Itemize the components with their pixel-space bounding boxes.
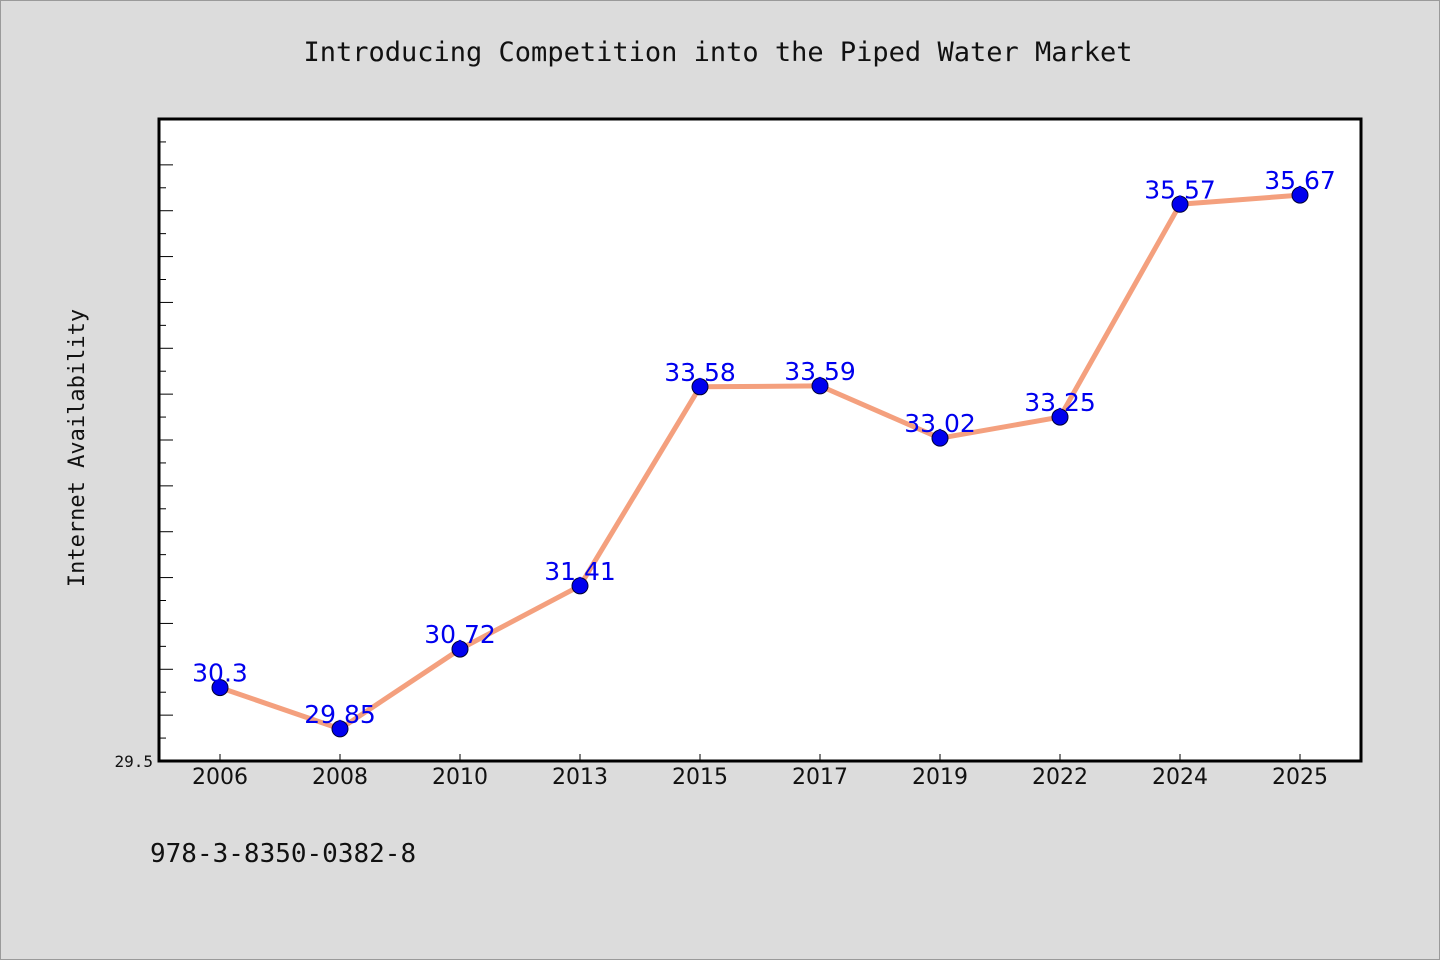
- isbn-text: 978-3-8350-0382-8: [150, 839, 416, 869]
- x-tick-label: 2019: [912, 765, 968, 790]
- data-label: 33.02: [904, 409, 976, 438]
- data-label: 35.67: [1264, 166, 1336, 195]
- series-line: [217, 192, 1303, 732]
- data-label: 30.72: [424, 620, 496, 649]
- x-tick-label: 2006: [192, 765, 248, 790]
- data-label: 33.59: [784, 357, 856, 386]
- y-axis-label: Internet Availability: [65, 309, 90, 587]
- data-point: [571, 577, 589, 595]
- x-axis-ticks: 2006 2008 2010 2013 2015 2017 2019 2022 2024 2025: [192, 754, 1328, 790]
- x-tick-label: 2013: [552, 765, 608, 790]
- x-tick-label: 2015: [672, 765, 728, 790]
- data-label: 29.85: [304, 700, 376, 729]
- chart-title: Introducing Competition into the Piped W…: [303, 37, 1132, 68]
- data-labels: 30.3 29.85 30.72 31.41 33.58 33.59 33.02 33.25 3…: [192, 166, 1336, 729]
- y-axis-ticks: 29.5: [114, 118, 173, 771]
- data-point: [691, 378, 709, 396]
- data-label: 33.58: [664, 358, 736, 387]
- data-label: 33.25: [1024, 388, 1096, 417]
- data-point: [1051, 408, 1069, 426]
- data-point: [931, 429, 949, 447]
- data-point: [451, 640, 469, 658]
- x-tick-label: 2024: [1152, 765, 1208, 790]
- data-point: [811, 377, 829, 395]
- y-tick-label: 29.5: [114, 752, 153, 771]
- x-tick-label: 2010: [432, 765, 488, 790]
- x-tick-label: 2017: [792, 765, 848, 790]
- data-point: [1171, 195, 1189, 213]
- series: [211, 186, 1309, 738]
- data-point: [331, 720, 349, 738]
- x-tick-label: 2022: [1032, 765, 1088, 790]
- data-point: [1291, 186, 1309, 204]
- data-label: 30.3: [192, 659, 248, 688]
- x-tick-label: 2025: [1272, 765, 1328, 790]
- data-label: 31.41: [544, 557, 616, 586]
- plot-area: [157, 117, 1363, 763]
- x-tick-label: 2008: [312, 765, 368, 790]
- data-point: [211, 679, 229, 697]
- data-label: 35.57: [1144, 175, 1216, 204]
